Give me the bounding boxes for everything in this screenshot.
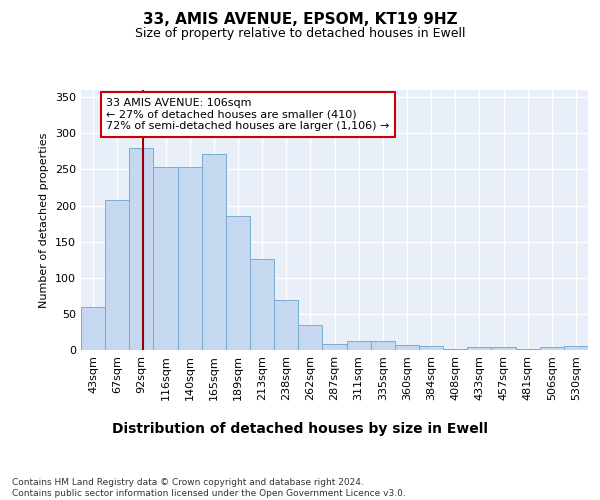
Text: 33 AMIS AVENUE: 106sqm
← 27% of detached houses are smaller (410)
72% of semi-de: 33 AMIS AVENUE: 106sqm ← 27% of detached… — [106, 98, 390, 131]
Bar — [347, 342, 371, 350]
Bar — [154, 168, 178, 350]
Bar — [226, 216, 250, 350]
Bar — [129, 148, 154, 350]
Bar — [467, 347, 491, 350]
Bar — [250, 259, 274, 350]
Y-axis label: Number of detached properties: Number of detached properties — [40, 132, 49, 308]
Text: Contains HM Land Registry data © Crown copyright and database right 2024.
Contai: Contains HM Land Registry data © Crown c… — [12, 478, 406, 498]
Bar — [419, 346, 443, 350]
Bar — [371, 340, 395, 350]
Bar — [564, 346, 588, 350]
Bar — [443, 348, 467, 350]
Text: Size of property relative to detached houses in Ewell: Size of property relative to detached ho… — [135, 28, 465, 40]
Bar — [322, 344, 347, 350]
Bar — [540, 347, 564, 350]
Bar — [178, 168, 202, 350]
Bar — [298, 324, 322, 350]
Bar — [491, 347, 515, 350]
Bar — [105, 200, 129, 350]
Text: Distribution of detached houses by size in Ewell: Distribution of detached houses by size … — [112, 422, 488, 436]
Text: 33, AMIS AVENUE, EPSOM, KT19 9HZ: 33, AMIS AVENUE, EPSOM, KT19 9HZ — [143, 12, 457, 28]
Bar — [81, 306, 105, 350]
Bar — [395, 345, 419, 350]
Bar — [202, 154, 226, 350]
Bar — [274, 300, 298, 350]
